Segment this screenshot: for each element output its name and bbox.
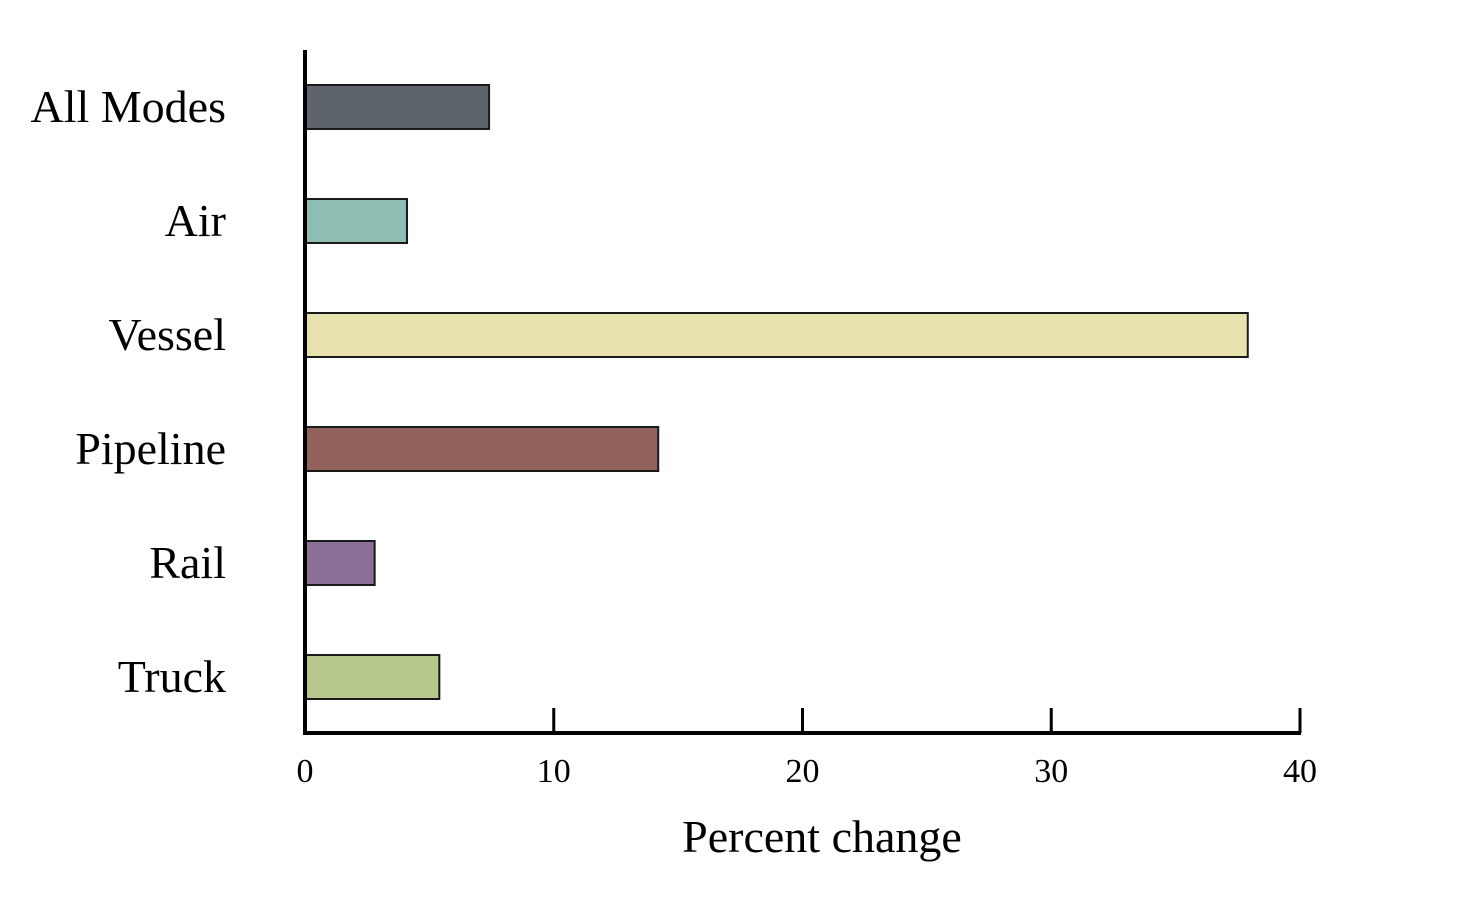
category-label: All Modes — [31, 81, 227, 132]
x-tick-label: 10 — [537, 753, 571, 790]
x-tick-label: 30 — [1034, 753, 1068, 790]
category-label: Truck — [118, 651, 226, 702]
bar-pipeline — [304, 426, 660, 472]
bar-vessel — [304, 312, 1249, 358]
x-tick-label: 20 — [786, 753, 820, 790]
bar-truck — [304, 654, 441, 700]
category-labels: All Modes Air Vessel Pipeline Rail Truck — [31, 81, 227, 702]
axes-group — [303, 50, 1301, 735]
category-label: Vessel — [108, 309, 226, 360]
x-ticks-group: 0 10 20 30 40 — [297, 708, 1317, 790]
category-label: Pipeline — [75, 423, 226, 474]
category-label: Air — [165, 195, 226, 246]
bar-rail — [304, 540, 376, 586]
bar-air — [304, 198, 408, 244]
bar-all-modes — [304, 84, 491, 130]
bars-group — [304, 84, 1249, 700]
x-tick-label: 0 — [297, 753, 314, 790]
category-label: Rail — [149, 537, 226, 588]
x-axis-title: Percent change — [682, 811, 962, 862]
x-tick-label: 40 — [1283, 753, 1317, 790]
